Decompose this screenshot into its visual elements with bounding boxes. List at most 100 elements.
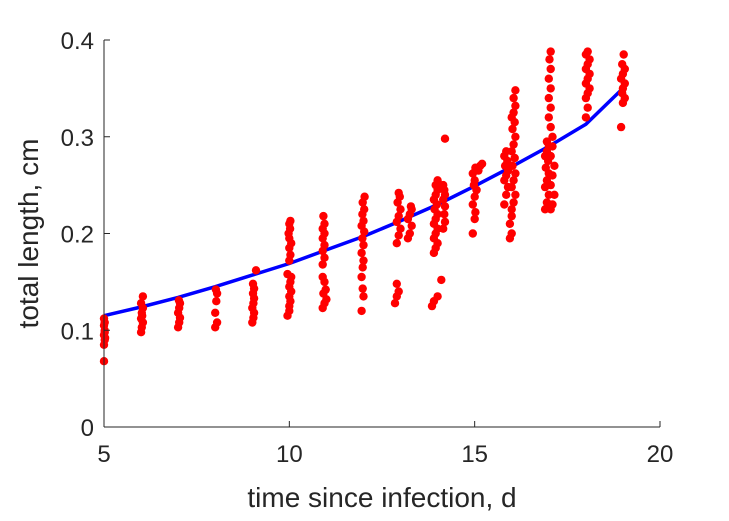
- x-ticks: 5 10 15 20: [97, 421, 673, 468]
- data-point: [546, 103, 555, 112]
- data-point: [509, 176, 518, 185]
- y-tick-label: 0.3: [61, 125, 94, 152]
- data-point: [548, 132, 557, 141]
- data-point: [548, 171, 557, 180]
- data-point: [136, 299, 146, 308]
- data-point: [359, 240, 368, 250]
- data-point: [406, 202, 416, 211]
- data-point: [360, 192, 369, 201]
- data-point: [471, 208, 480, 217]
- data-point: [437, 275, 446, 285]
- y-axis-label: total length, cm: [13, 139, 44, 329]
- data-point: [619, 50, 628, 59]
- data-point: [544, 113, 553, 122]
- data-point: [544, 93, 553, 103]
- data-point: [394, 287, 403, 296]
- data-point: [358, 284, 367, 293]
- data-point: [320, 253, 329, 262]
- data-point: [472, 185, 481, 195]
- data-point: [509, 140, 518, 149]
- data-point: [248, 279, 258, 288]
- data-point: [542, 137, 552, 146]
- data-point: [507, 182, 516, 192]
- data-point: [583, 103, 592, 112]
- data-point: [618, 59, 627, 69]
- data-point: [505, 219, 515, 228]
- y-tick-label: 0.2: [61, 222, 94, 249]
- x-tick-label: 15: [461, 441, 488, 468]
- data-point: [546, 151, 555, 161]
- data-point: [511, 190, 520, 199]
- data-point: [174, 296, 184, 305]
- data-point: [470, 192, 479, 201]
- data-point: [392, 279, 401, 288]
- data-point: [507, 205, 516, 214]
- axes: [103, 40, 660, 428]
- data-point: [581, 113, 591, 122]
- data-point: [440, 210, 449, 219]
- data-point: [511, 169, 520, 178]
- data-point: [470, 214, 479, 224]
- data-point: [394, 231, 403, 240]
- data-point: [546, 84, 555, 93]
- x-axis-label: time since infection, d: [247, 482, 516, 513]
- data-point: [545, 55, 554, 64]
- data-point: [359, 292, 368, 301]
- data-point: [320, 277, 329, 287]
- data-point: [440, 134, 450, 143]
- data-point: [211, 308, 220, 317]
- data-point: [433, 176, 442, 185]
- data-point: [439, 224, 448, 233]
- data-point: [511, 86, 520, 95]
- data-point: [359, 256, 368, 265]
- data-point: [396, 205, 405, 214]
- data-point: [550, 190, 559, 199]
- data-point: [433, 292, 442, 301]
- data-point: [211, 285, 221, 294]
- data-point: [407, 221, 416, 230]
- data-point: [507, 147, 516, 156]
- data-point: [396, 224, 405, 233]
- data-point: [546, 47, 555, 56]
- data-point: [546, 180, 555, 190]
- data-point: [138, 292, 148, 301]
- data-point: [510, 153, 519, 163]
- data-point: [468, 229, 477, 238]
- y-ticks: 0 0.1 0.2 0.3 0.4: [61, 28, 110, 442]
- data-point: [509, 108, 518, 117]
- y-tick-label: 0.4: [61, 28, 94, 55]
- data-point: [470, 176, 479, 185]
- data-point: [548, 200, 557, 209]
- x-tick-label: 20: [647, 441, 674, 468]
- data-point: [283, 269, 292, 279]
- data-point: [405, 229, 414, 238]
- data-point: [138, 311, 147, 320]
- data-point: [358, 263, 367, 272]
- data-point: [546, 122, 555, 132]
- data-point: [318, 260, 327, 269]
- data-point: [583, 47, 592, 56]
- data-point: [511, 132, 520, 141]
- data-point: [550, 161, 559, 170]
- y-tick-label: 0: [81, 415, 94, 442]
- data-point: [286, 250, 295, 259]
- data-points-layer: [99, 47, 629, 366]
- data-point: [508, 124, 517, 134]
- data-point: [357, 248, 366, 258]
- data-point: [477, 159, 487, 168]
- data-point: [212, 318, 222, 327]
- data-point: [509, 198, 518, 207]
- data-point: [320, 219, 329, 228]
- data-point: [212, 297, 221, 306]
- data-point: [500, 200, 509, 209]
- data-point: [439, 180, 448, 190]
- data-point: [357, 272, 366, 282]
- data-point: [541, 163, 550, 172]
- x-tick-label: 10: [276, 441, 303, 468]
- data-point: [358, 234, 367, 243]
- data-point: [507, 229, 516, 238]
- data-point: [251, 266, 261, 275]
- data-point: [502, 190, 511, 199]
- y-tick-label: 0.1: [61, 318, 94, 345]
